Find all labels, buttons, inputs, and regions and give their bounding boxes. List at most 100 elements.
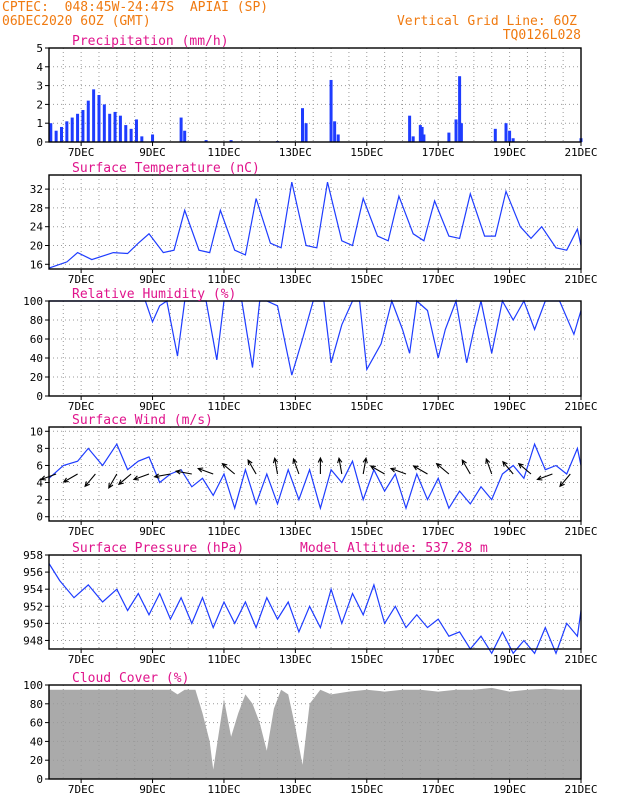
pressure-title: Surface Pressure (hPa)	[72, 541, 244, 556]
humidity-line	[49, 298, 582, 376]
precipitation-title: Precipitation (mm/h)	[72, 34, 229, 49]
wind-vector	[197, 467, 214, 475]
wind-vector	[292, 457, 300, 475]
x-tick-label: 11DEC	[207, 525, 240, 538]
wind-vector	[132, 473, 150, 481]
precip-bar	[511, 138, 515, 142]
y-tick-label: 40	[30, 352, 43, 365]
humidity-frame	[48, 300, 582, 397]
humidity-panel: 0 20 40 60 80 100 7DEC 9DEC 11DEC 13DEC 15DEC 17DEC…	[23, 287, 597, 413]
x-tick-label: 15DEC	[350, 146, 383, 159]
x-tick-label: 11DEC	[207, 400, 240, 413]
precip-bar	[70, 117, 74, 142]
wind-vector	[362, 456, 368, 475]
precip-bar	[333, 121, 337, 142]
y-tick-label: 40	[30, 735, 43, 748]
wind-vector	[559, 473, 571, 488]
x-tick-label: 9DEC	[139, 400, 166, 413]
wind-vector	[389, 467, 407, 475]
y-tick-label: 24	[30, 221, 44, 234]
precip-bar	[108, 113, 112, 142]
precip-bar	[229, 140, 233, 142]
precipitation-panel: 0 1 2 3 4 5 7DEC 9DEC 11DEC 13DEC 15DEC 17DEC 19DEC 2…	[36, 34, 597, 159]
x-tick-label: 21DEC	[564, 525, 597, 538]
wind-vector	[317, 456, 323, 474]
product-code: TQ0126L028	[502, 28, 581, 43]
x-tick-label: 17DEC	[422, 653, 455, 666]
y-tick-label: 954	[23, 583, 43, 596]
precip-bar	[179, 117, 183, 142]
x-tick-label: 15DEC	[350, 653, 383, 666]
x-tick-label: 15DEC	[350, 400, 383, 413]
precip-bar	[151, 134, 155, 142]
wind-vector	[435, 462, 450, 475]
precip-bar	[508, 130, 512, 142]
x-tick-label: 11DEC	[207, 653, 240, 666]
temperature-panel: 16 20 24 28 32 7DEC 9DEC 11DEC 13DEC 15DEC 17DEC 19…	[30, 161, 598, 286]
precip-bar	[418, 125, 422, 142]
x-tick-label: 13DEC	[279, 525, 312, 538]
wind-vector	[84, 473, 96, 488]
wind-vector	[412, 465, 428, 475]
y-tick-label: 950	[23, 617, 43, 630]
cloud-cover-frame	[48, 684, 582, 780]
x-tick-label: 9DEC	[139, 273, 166, 286]
x-tick-label: 7DEC	[68, 783, 95, 796]
precip-bar	[134, 119, 138, 142]
y-tick-label: 4	[36, 477, 43, 490]
precip-bar	[336, 134, 340, 142]
x-tick-label: 9DEC	[139, 653, 166, 666]
y-tick-label: 60	[30, 333, 43, 346]
x-tick-label: 21DEC	[564, 400, 597, 413]
x-tick-label: 21DEC	[564, 653, 597, 666]
grid-note: Vertical Grid Line: 6OZ	[396, 14, 577, 29]
x-tick-label: 19DEC	[493, 525, 526, 538]
y-tick-label: 16	[30, 258, 43, 271]
precip-bar	[183, 130, 187, 142]
x-tick-label: 9DEC	[139, 146, 166, 159]
wind-vector	[502, 460, 514, 475]
x-tick-label: 21DEC	[564, 146, 597, 159]
y-tick-label: 28	[30, 202, 43, 215]
y-tick-label: 2	[36, 98, 43, 111]
y-tick-label: 956	[23, 566, 43, 579]
y-tick-label: 0	[36, 511, 43, 524]
y-tick-label: 958	[23, 549, 43, 562]
x-tick-label: 13DEC	[279, 653, 312, 666]
cloud-cover-title: Cloud Cover (%)	[72, 671, 189, 686]
station-header: CPTEC: 048:45W-24:47S APIAI (SP)	[2, 0, 269, 15]
precip-bar	[459, 123, 463, 142]
x-tick-label: 17DEC	[422, 273, 455, 286]
wind-vector	[517, 462, 532, 475]
y-tick-label: 60	[30, 717, 43, 730]
precip-bar	[408, 115, 412, 142]
x-tick-label: 21DEC	[564, 783, 597, 796]
wind-vector	[337, 456, 343, 475]
x-tick-label: 9DEC	[139, 783, 166, 796]
y-tick-label: 4	[36, 61, 43, 74]
y-tick-label: 20	[30, 754, 43, 767]
wind-vector	[272, 456, 279, 475]
precip-bar	[204, 140, 208, 142]
x-tick-label: 11DEC	[207, 273, 240, 286]
y-tick-label: 0	[36, 390, 43, 403]
x-tick-label: 17DEC	[422, 400, 455, 413]
wind-line	[48, 442, 582, 511]
wind-vector	[153, 473, 171, 479]
wind-vector	[369, 465, 385, 475]
y-tick-label: 3	[36, 80, 43, 93]
cloud-cover-area	[49, 687, 581, 779]
precip-bar	[504, 123, 508, 142]
temperature-frame	[48, 174, 582, 270]
wind-vector	[485, 457, 493, 475]
wind-vector	[62, 473, 78, 483]
y-tick-label: 80	[30, 314, 43, 327]
wind-vector	[108, 473, 118, 490]
x-tick-label: 9DEC	[139, 525, 166, 538]
precip-bar	[97, 95, 101, 142]
y-tick-label: 0	[36, 136, 43, 149]
precip-bar	[92, 89, 96, 142]
precip-bar	[59, 126, 63, 142]
y-tick-label: 948	[23, 634, 43, 647]
x-tick-label: 13DEC	[279, 400, 312, 413]
